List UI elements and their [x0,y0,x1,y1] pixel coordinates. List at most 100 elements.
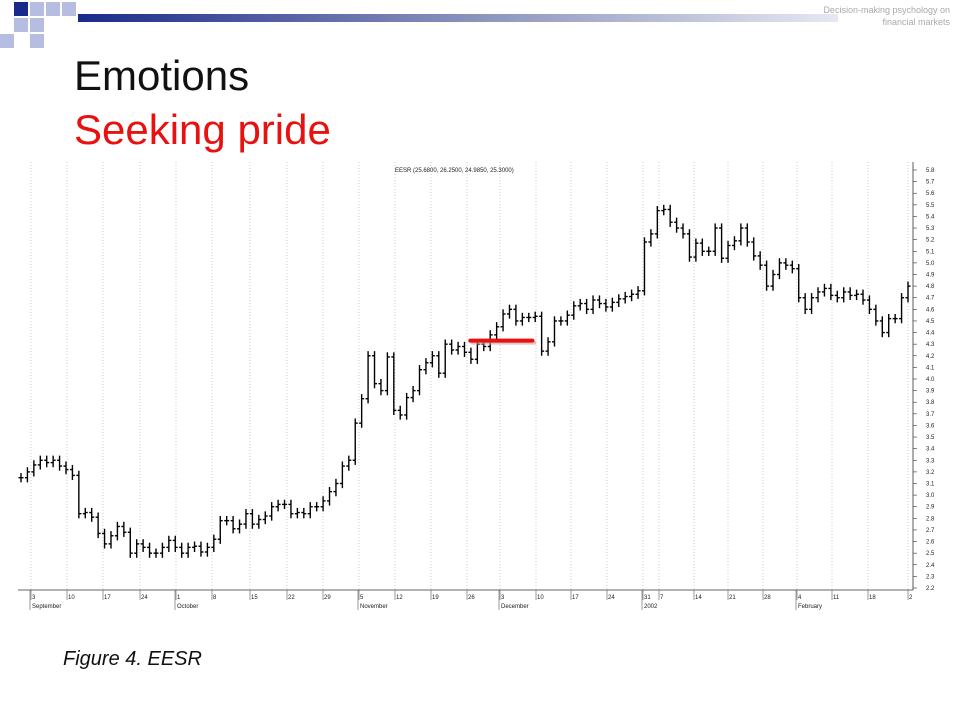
x-tick-label: 10 [537,595,544,601]
ohlc-bar [179,542,185,558]
x-tick-label: 17 [104,595,111,601]
ohlc-bar [134,539,140,558]
ohlc-bar [584,298,590,314]
ohlc-bar [269,502,275,521]
x-tick-label: 3 [32,595,36,601]
y-tick-label: 5.3 [926,226,935,232]
ohlc-bar [159,542,165,558]
ohlc-bar [751,237,757,261]
ohlc-bar [815,287,821,303]
y-tick-label: 4.0 [926,377,935,383]
ohlc-bar [294,507,300,519]
ohlc-bar [532,311,538,323]
ohlc-bar [468,347,474,364]
y-tick-label: 3.6 [926,423,935,429]
x-tick-label: 8 [213,595,217,601]
ohlc-bar [224,516,230,526]
month-label: November [360,604,388,610]
y-tick-label: 5.7 [926,180,935,186]
ohlc-bar [500,309,506,332]
ohlc-bar [744,223,750,247]
ohlc-bar [372,351,378,389]
ohlc-bar [18,473,24,483]
x-tick-label: 10 [68,595,75,601]
y-tick-label: 3.4 [926,447,935,453]
ohlc-bar [95,512,101,539]
chart-area: 2.2 2.3 2.4 2.5 2.6 2.7 2.8 2.9 3.0 3.1 3.2 3.3 3.4 3… [0,158,960,616]
month-label: December [501,604,529,610]
ohlc-bar [706,246,712,256]
ohlc-bar [661,204,667,216]
ohlc-bar [821,283,827,297]
x-tick-label: 19 [432,595,439,601]
ohlc-bar [712,223,718,256]
month-label: September [32,604,61,610]
ohlc-bar [686,229,692,262]
slide-subtitle: Seeking pride [74,106,331,153]
ohlc-bar [648,229,654,247]
ohlc-bar [172,535,178,553]
ohlc-bar [519,312,525,326]
ohlc-bar [301,507,307,519]
ohlc-bar [776,258,782,280]
figure-caption: Figure 4. EESR [63,648,202,670]
ohlc-bar [680,223,686,239]
ohlc-bar [731,236,737,251]
ohlc-bar [24,467,30,483]
ohlc-bar [789,260,795,274]
ohlc-bar [192,541,198,553]
ohlc-bar [102,528,108,549]
x-tick-label: 22 [288,595,295,601]
y-tick-label: 2.9 [926,505,935,511]
ohlc-bar [121,521,127,537]
month-label: October [177,604,198,610]
ohlc-bar [320,496,326,512]
ohlc-bar [494,322,500,340]
ohlc-bar [359,394,365,428]
ohlc-bar [352,418,358,465]
ohlc-bar [57,455,63,471]
ohlc-bar [76,470,82,519]
ohlc-bar [63,461,69,475]
ohlc-bar [545,337,551,356]
y-tick-label: 4.6 [926,307,935,313]
x-tick-label: 7 [660,595,664,601]
ohlc-bar [69,464,75,481]
ohlc-bar [384,352,390,396]
y-tick-label: 3.3 [926,458,935,464]
ohlc-bar [429,351,435,368]
ohlc-bar [217,516,223,544]
x-tick-label: 11 [833,595,840,601]
y-tick-label: 2.2 [926,586,935,592]
ohlc-bar [82,507,88,519]
ohlc-bar [725,240,731,263]
ohlc-bar [346,455,352,471]
y-tick-label: 5.1 [926,249,935,255]
ohlc-bar [577,298,583,311]
y-tick-label: 2.6 [926,540,935,546]
y-tick-label: 3.9 [926,389,935,395]
ohlc-bar [770,269,776,291]
ohlc-bar [622,291,628,304]
ohlc-bar [841,287,847,303]
ohlc-bar [899,293,905,324]
y-tick-label: 4.3 [926,342,935,348]
month-label: 2002 [644,604,658,610]
ohlc-bar [551,316,557,347]
ohlc-bar [616,294,622,308]
y-tick-label: 3.2 [926,470,935,476]
ohlc-bar [757,251,763,270]
ohlc-bar [288,499,294,519]
ohlc-bar [365,351,371,404]
ohlc-bar [307,502,313,519]
ohlc-bar [147,542,153,558]
ohlc-bar [339,461,345,489]
ohlc-bar [327,486,333,506]
month-label: February [798,604,822,610]
y-tick-label: 2.8 [926,516,935,522]
y-tick-label: 5.0 [926,261,935,267]
ohlc-bar [204,542,210,557]
x-tick-label: 21 [729,595,736,601]
ohlc-bar [873,304,879,326]
logo-squares [0,0,80,50]
